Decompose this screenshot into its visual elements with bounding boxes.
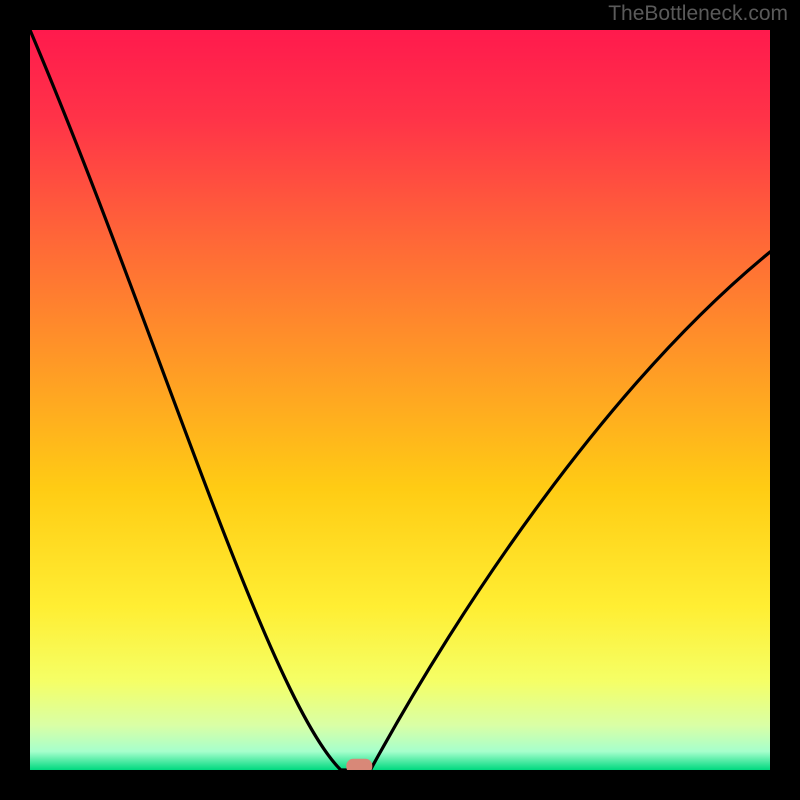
optimum-marker — [346, 759, 372, 774]
plot-background — [30, 30, 770, 770]
bottleneck-curve-chart — [0, 0, 800, 800]
chart-frame: TheBottleneck.com — [0, 0, 800, 800]
